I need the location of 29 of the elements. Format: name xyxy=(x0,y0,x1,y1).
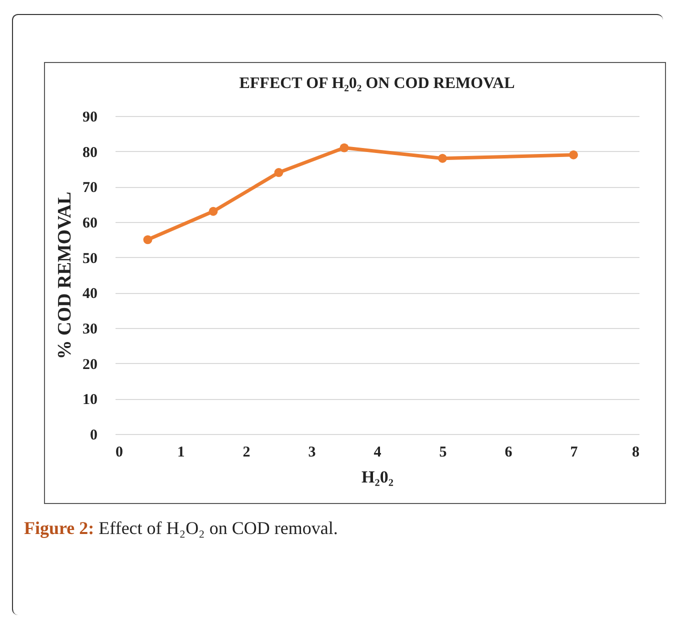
y-tick-label: 40 xyxy=(82,286,98,302)
chart-title: EFFECT OF H₂0₂ ON COD REMOVAL xyxy=(239,75,515,92)
x-tick-label: 1 xyxy=(177,444,185,460)
y-tick-label: 50 xyxy=(82,250,98,267)
x-tick-label: 8 xyxy=(632,444,640,460)
y-tick-label: 90 xyxy=(82,110,98,126)
y-axis-title: % COD REMOVAL xyxy=(54,192,76,360)
y-tick-label: 10 xyxy=(82,392,98,408)
y-tick-label: 20 xyxy=(82,356,98,373)
y-tick-label: 0 xyxy=(90,428,98,444)
point xyxy=(208,206,218,216)
y-tick-label: 30 xyxy=(82,322,98,338)
x-tick-label: 0 xyxy=(116,444,123,460)
point xyxy=(569,150,578,160)
point xyxy=(340,143,349,152)
x-tick-label: 6 xyxy=(504,444,513,460)
y-tick-label: 70 xyxy=(82,180,98,196)
x-tick-label: 2 xyxy=(242,444,250,460)
y-tick-label: 80 xyxy=(82,144,98,161)
point xyxy=(143,235,152,244)
caption: Figure 2: Effect of H₂O₂ on COD removal. xyxy=(24,518,338,539)
point xyxy=(274,168,284,177)
x-tick-label: 7 xyxy=(570,444,578,460)
x-tick-label: 4 xyxy=(374,444,382,460)
point xyxy=(438,154,447,163)
x-tick-label: 3 xyxy=(308,444,316,460)
x-axis-title: H₂0₂ xyxy=(362,468,394,486)
x-tick-label: 5 xyxy=(439,444,447,460)
y-tick-label: 60 xyxy=(82,216,98,232)
